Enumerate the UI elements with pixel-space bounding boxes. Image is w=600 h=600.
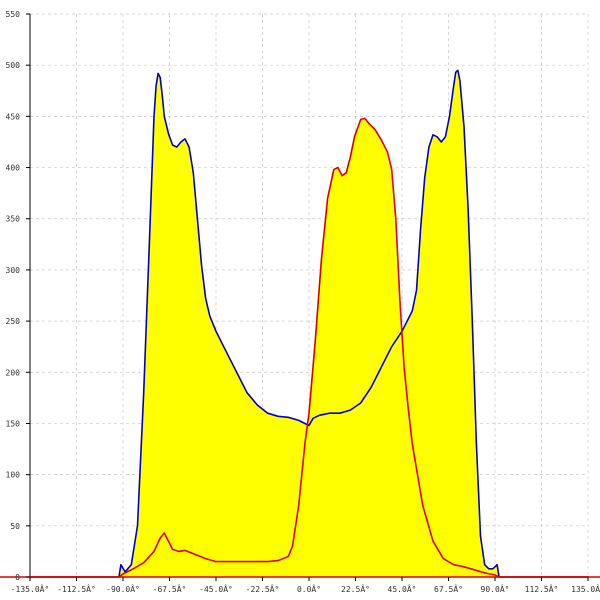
x-tick-label: 67.5Â°: [434, 583, 463, 594]
y-tick-label: 300: [6, 266, 21, 275]
x-tick-label: -112.5Â°: [57, 583, 96, 594]
x-tick-label: -135.0Â°: [11, 583, 50, 594]
x-tick-label: 90.0Â°: [481, 583, 510, 594]
x-tick-label: 22.5Â°: [341, 583, 370, 594]
y-tick-label: 250: [6, 317, 21, 326]
x-tick-label: -22.5Â°: [246, 583, 280, 594]
x-tick-label: 45.0Â°: [388, 583, 417, 594]
y-tick-label: 100: [6, 471, 21, 480]
y-tick-label: 350: [6, 215, 21, 224]
x-tick-label: 0.0Â°: [297, 583, 321, 594]
x-tick-labels: -135.0Â° -112.5Â° -90.0Â° -67.5Â° -45.0Â° -22…: [11, 583, 600, 594]
y-tick-label: 450: [6, 112, 21, 121]
y-tick-label: 150: [6, 419, 21, 428]
series-area-1: [30, 70, 588, 578]
x-tick-label: -67.5Â°: [153, 583, 187, 594]
y-tick-label: 500: [6, 61, 21, 70]
y-tick-label: 200: [6, 368, 21, 377]
series-line-2: [30, 117, 588, 578]
y-tick-label: 550: [6, 10, 21, 19]
y-tick-labels: 0 50 100 150 200 250 300 350 400 450 500 550: [6, 10, 21, 582]
x-tick-label: -45.0Â°: [199, 583, 233, 594]
y-tick-label: 50: [10, 522, 20, 531]
series-area-2: [30, 118, 588, 578]
y-tick-label: 400: [6, 164, 21, 173]
area-fills: [30, 70, 588, 578]
series-line-1: [30, 69, 588, 578]
series-lines: [30, 69, 588, 578]
y-tick-label: 0: [15, 573, 20, 582]
x-tick-label: -90.0Â°: [106, 583, 140, 594]
axes: [0, 13, 600, 581]
x-tick-label: 112.5Â°: [525, 583, 559, 594]
x-tick-label: 135.0Â°: [571, 583, 600, 594]
